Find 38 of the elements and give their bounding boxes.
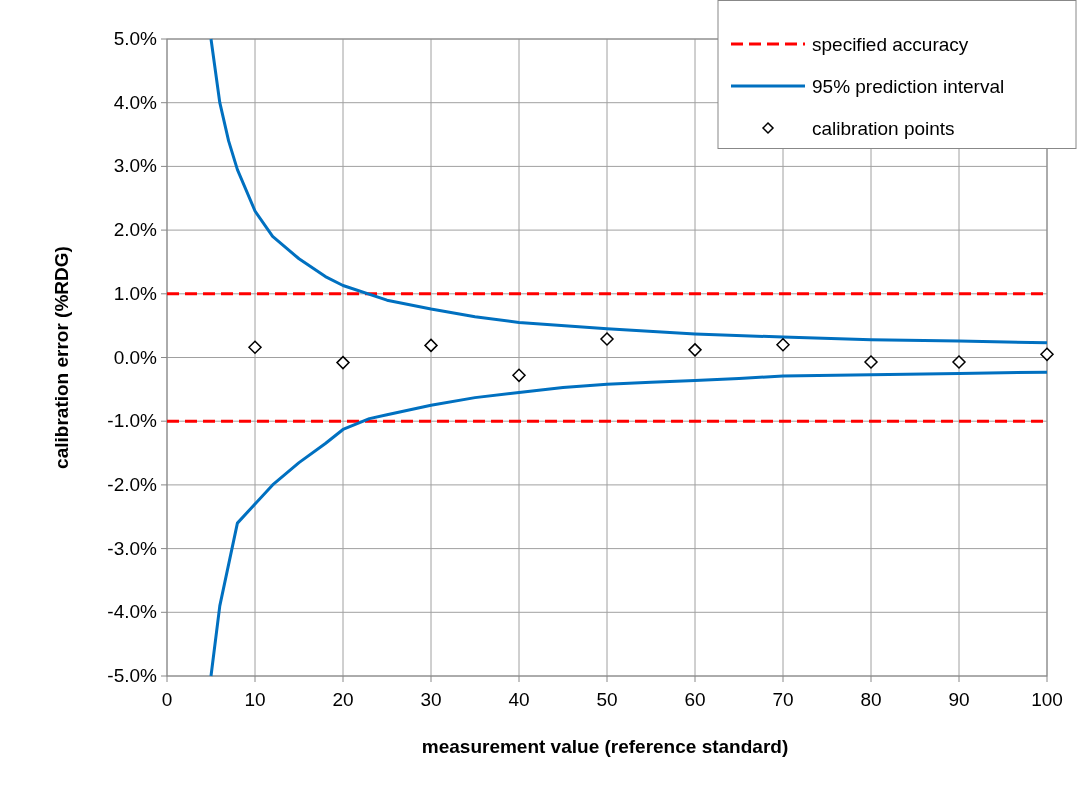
y-tick-label: 2.0% (113, 219, 158, 241)
point (600, 332, 614, 346)
legend-label: specified accuracy (812, 34, 969, 55)
y-tick-label: -1.0% (107, 410, 158, 432)
point (864, 355, 878, 369)
y-axis-title: calibration error (%RDG) (51, 246, 72, 469)
point (776, 338, 790, 352)
y-tick-label: 3.0% (113, 155, 158, 177)
point (688, 343, 702, 357)
legend-label: calibration points (812, 118, 955, 139)
x-tick-label: 50 (596, 689, 618, 710)
y-tick-label: -5.0% (107, 665, 158, 686)
point (424, 338, 438, 353)
y-tick-label: -4.0% (107, 601, 158, 623)
legend-label: 95% prediction interval (812, 76, 1005, 97)
y-tick-label: -2.0% (107, 473, 158, 495)
x-tick-label: 70 (772, 689, 794, 710)
y-tick-label: 1.0% (113, 282, 158, 304)
x-tick-label: 20 (332, 689, 354, 710)
x-tick-label: 30 (420, 689, 442, 710)
point (512, 368, 526, 383)
y-tick-label: -3.0% (107, 537, 158, 559)
x-tick-label: 10 (244, 689, 266, 710)
point (952, 355, 966, 369)
x-tick-label: 40 (508, 689, 530, 710)
x-tick-label: 90 (948, 689, 970, 710)
x-tick-label: 60 (684, 689, 706, 710)
y-tick-label: 0.0% (113, 346, 158, 368)
point (248, 340, 262, 355)
line-series (209, 370, 1049, 678)
x-tick-label: 80 (860, 689, 882, 710)
y-tick-label: 5.0% (113, 28, 158, 49)
point (336, 355, 350, 370)
x-tick-label: 100 (1031, 689, 1063, 710)
point (1040, 347, 1054, 362)
y-tick-label: 4.0% (113, 91, 158, 113)
x-tick-label: 0 (161, 689, 173, 710)
x-axis-title: measurement value (reference standard) (421, 736, 789, 757)
